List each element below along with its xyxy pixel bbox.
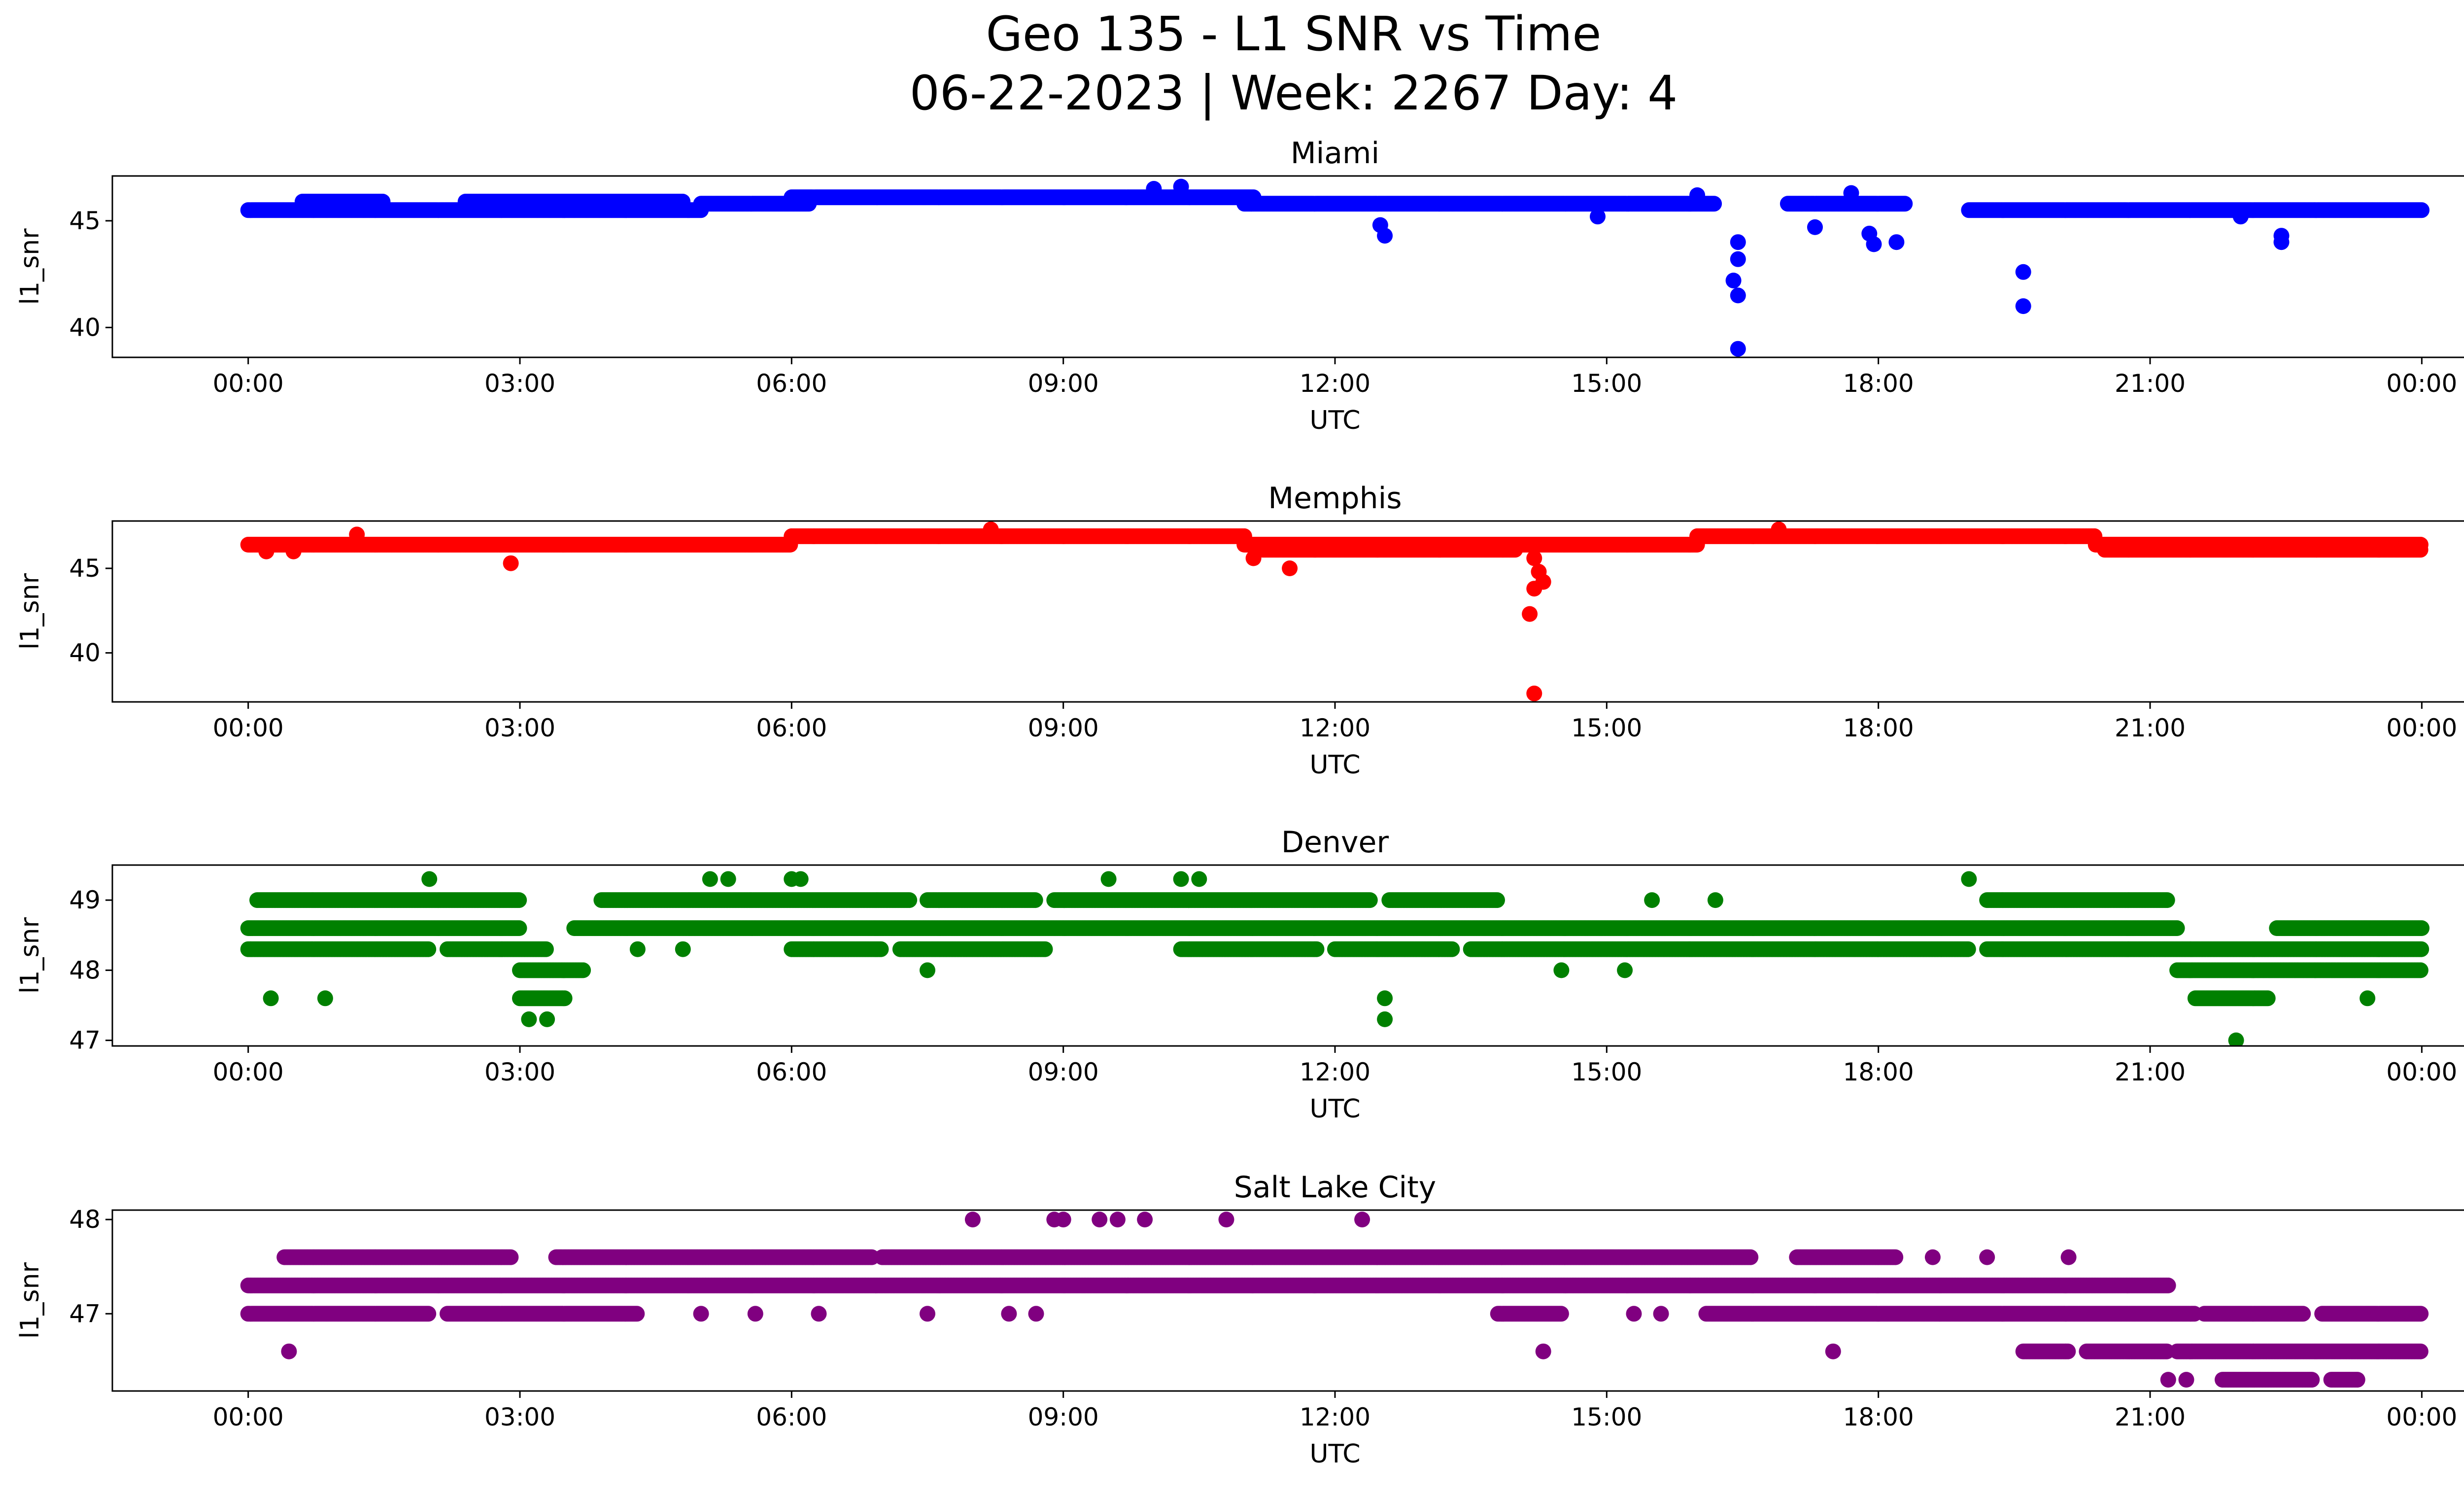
data-point [1866, 236, 1882, 252]
data-point [1362, 892, 1378, 908]
data-point [1377, 228, 1393, 244]
data-point [2087, 528, 2103, 544]
x-tick-label: 00:00 [213, 369, 284, 398]
series-memphis [240, 522, 2429, 701]
data-point [983, 522, 999, 538]
data-point [1807, 219, 1823, 235]
data-point [258, 543, 274, 559]
x-tick-label: 03:00 [484, 369, 555, 398]
x-tick-label: 09:00 [1028, 369, 1099, 398]
data-point [1730, 234, 1746, 250]
data-point [511, 920, 527, 936]
data-point [1843, 185, 1859, 201]
x-tick-label: 18:00 [1843, 714, 1914, 742]
data-point [1282, 560, 1298, 576]
data-point [2015, 264, 2031, 280]
y-tick-label: 40 [69, 313, 101, 342]
data-point [1236, 528, 1252, 544]
x-axis-label-memphis: UTC [1309, 750, 1360, 780]
data-point [1730, 341, 1746, 357]
x-tick-label: 12:00 [1300, 714, 1370, 742]
y-axis-label-miami: l1_snr [15, 228, 45, 305]
x-tick-label: 00:00 [2386, 714, 2457, 742]
data-point [1522, 606, 1538, 622]
data-point [1897, 196, 1913, 212]
x-tick-label: 06:00 [756, 714, 827, 742]
data-point [1489, 892, 1505, 908]
data-point [901, 892, 918, 908]
data-point [1027, 892, 1043, 908]
x-tick-label: 12:00 [1300, 369, 1370, 398]
data-point [1245, 550, 1262, 566]
data-point [1526, 581, 1542, 597]
x-tick-label: 21:00 [2115, 714, 2186, 742]
x-tick-label: 06:00 [756, 369, 827, 398]
data-point [511, 892, 527, 908]
data-point [1730, 251, 1746, 267]
y-tick-label: 40 [69, 639, 101, 667]
data-point [1730, 287, 1746, 304]
data-point [1590, 209, 1606, 225]
data-point [503, 555, 519, 571]
data-point [1146, 181, 1162, 197]
data-point [1888, 234, 1905, 250]
y-tick-label: 45 [69, 207, 101, 235]
data-point [2414, 202, 2430, 218]
data-point [1173, 178, 1189, 195]
y-axis-label-memphis: l1_snr [15, 573, 45, 650]
series-miami [240, 178, 2430, 357]
figure-title-line1: Geo 135 - L1 SNR vs Time [986, 6, 1602, 62]
x-tick-label: 00:00 [213, 714, 284, 742]
series-denver [240, 871, 2430, 1046]
x-tick-label: 15:00 [1571, 369, 1642, 398]
data-point [1771, 522, 1787, 538]
data-point [285, 543, 302, 559]
data-point [2159, 892, 2175, 908]
x-tick-label: 09:00 [1028, 714, 1099, 742]
data-point [1706, 196, 1722, 212]
y-tick-label: 45 [69, 554, 101, 583]
data-point [2232, 209, 2249, 225]
data-point [375, 194, 391, 209]
data-point [1245, 189, 1262, 206]
subplot-memphis: Memphis 00:00 03:00 06:00 09:00 12:00 15:00 18:… [15, 481, 2464, 780]
x-tick-label: 18:00 [1843, 369, 1914, 398]
data-point [1507, 542, 1523, 558]
x-axis-label-miami: UTC [1309, 406, 1360, 435]
data-point [1725, 273, 1742, 289]
subplot-miami: Miami 00:00 03:00 06:00 09:00 12:00 15:00 18:00… [15, 136, 2464, 435]
data-point [2273, 234, 2290, 250]
data-point [349, 526, 365, 543]
x-tick-label: 03:00 [484, 714, 555, 742]
subplot-title-memphis: Memphis [1268, 481, 1402, 516]
x-tick-label: 15:00 [1571, 714, 1642, 742]
data-point [1689, 187, 1706, 203]
data-point [2412, 542, 2429, 558]
x-tick-label: 21:00 [2115, 369, 2186, 398]
x-tick-label: 00:00 [2386, 369, 2457, 398]
data-point [675, 194, 691, 209]
data-point [1526, 550, 1542, 566]
data-point [1526, 685, 1542, 701]
data-point [2015, 298, 2031, 314]
subplots: Miami 00:00 03:00 06:00 09:00 12:00 15:00 18:00… [15, 136, 2464, 1469]
figure-title-line2: 06-22-2023 | Week: 2267 Day: 4 [910, 66, 1678, 121]
subplot-title-miami: Miami [1291, 136, 1379, 171]
subplot-title-denver: Denver [1281, 825, 1389, 860]
